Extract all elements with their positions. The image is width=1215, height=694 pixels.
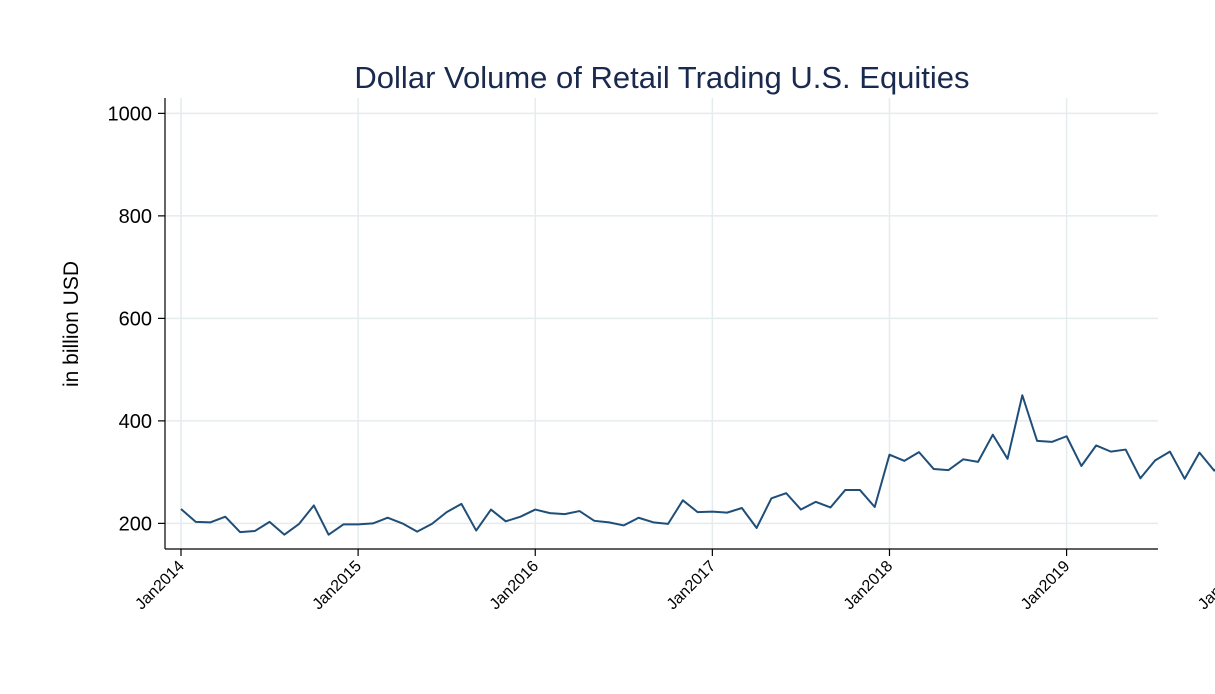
x-tick-label: Jan2019: [1018, 558, 1074, 614]
y-tick-label: 1000: [108, 103, 153, 125]
x-tick-label: Jan2020: [1195, 558, 1215, 614]
chart-title: Dollar Volume of Retail Trading U.S. Equ…: [354, 60, 969, 95]
x-tick-label: Jan2017: [664, 558, 720, 614]
grid-lines: [165, 98, 1158, 549]
x-tick-labels: Jan2014 Jan2015 Jan2016 Jan2017 Jan2018 Jan20…: [132, 558, 1215, 614]
x-tick-label: Jan2014: [132, 558, 188, 614]
y-tick-label: 200: [119, 513, 152, 535]
x-tick-label: Jan2018: [841, 558, 897, 614]
x-tick-label: Jan2016: [487, 558, 543, 614]
y-tick-label: 800: [119, 206, 152, 228]
series-layer: [180, 394, 1215, 536]
series-line: [180, 394, 1215, 536]
y-tick-label: 400: [119, 411, 152, 433]
axes: [158, 98, 1158, 556]
y-axis-label: in billion USD: [60, 261, 83, 387]
y-tick-label: 600: [119, 308, 152, 330]
x-tick-label: Jan2015: [310, 558, 366, 614]
y-tick-labels: 200 400 600 800 1000: [108, 103, 153, 535]
